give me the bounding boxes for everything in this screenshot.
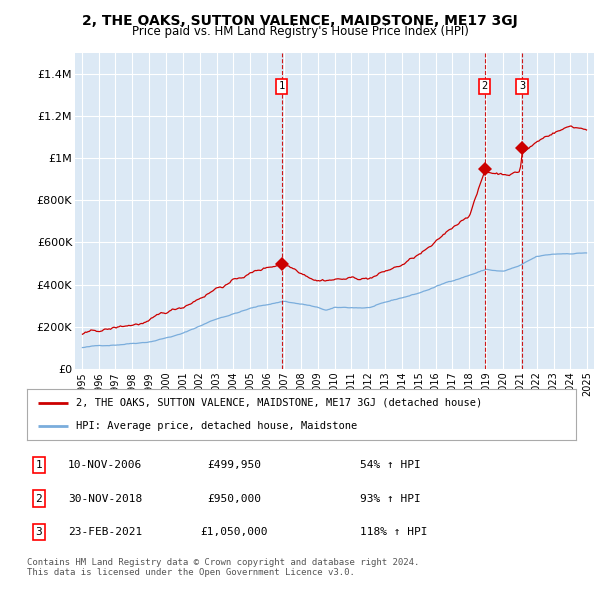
Text: 93% ↑ HPI: 93% ↑ HPI bbox=[360, 494, 421, 503]
Text: 1: 1 bbox=[278, 81, 285, 91]
Text: £499,950: £499,950 bbox=[207, 460, 261, 470]
Text: 2: 2 bbox=[482, 81, 488, 91]
Text: 3: 3 bbox=[35, 527, 43, 537]
Text: £950,000: £950,000 bbox=[207, 494, 261, 503]
Text: 30-NOV-2018: 30-NOV-2018 bbox=[68, 494, 142, 503]
Text: 118% ↑ HPI: 118% ↑ HPI bbox=[360, 527, 427, 537]
Text: 2, THE OAKS, SUTTON VALENCE, MAIDSTONE, ME17 3GJ: 2, THE OAKS, SUTTON VALENCE, MAIDSTONE, … bbox=[82, 14, 518, 28]
Text: 2, THE OAKS, SUTTON VALENCE, MAIDSTONE, ME17 3GJ (detached house): 2, THE OAKS, SUTTON VALENCE, MAIDSTONE, … bbox=[76, 398, 482, 408]
Text: 2: 2 bbox=[35, 494, 43, 503]
Text: 23-FEB-2021: 23-FEB-2021 bbox=[68, 527, 142, 537]
Text: HPI: Average price, detached house, Maidstone: HPI: Average price, detached house, Maid… bbox=[76, 421, 358, 431]
Text: 3: 3 bbox=[519, 81, 526, 91]
Text: 54% ↑ HPI: 54% ↑ HPI bbox=[360, 460, 421, 470]
Text: 1: 1 bbox=[35, 460, 43, 470]
Text: £1,050,000: £1,050,000 bbox=[200, 527, 268, 537]
Text: Contains HM Land Registry data © Crown copyright and database right 2024.
This d: Contains HM Land Registry data © Crown c… bbox=[27, 558, 419, 577]
Text: 10-NOV-2006: 10-NOV-2006 bbox=[68, 460, 142, 470]
Text: Price paid vs. HM Land Registry's House Price Index (HPI): Price paid vs. HM Land Registry's House … bbox=[131, 25, 469, 38]
